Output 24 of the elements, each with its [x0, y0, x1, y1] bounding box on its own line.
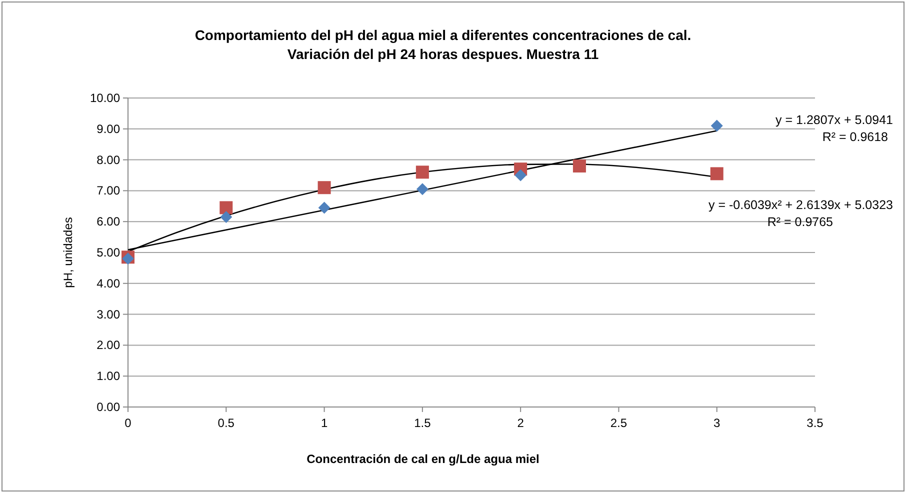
chart-title: Comportamiento del pH del agua miel a diferentes concentraciones de cal. Variación del pH 24 horas despues. Muestra 11: [194, 27, 692, 62]
y-tick-label: 8.00: [96, 152, 120, 167]
x-tick-label: 2.5: [610, 416, 628, 430]
annotation: y = -0.6039x² + 2.6139x + 5.0323 R² = 0.9765: [708, 198, 894, 229]
y-tick-label: 1.00: [96, 369, 120, 384]
x-tick-label: 3.5: [806, 416, 824, 430]
y-tick-label: 2.00: [96, 338, 120, 352]
y-tick-label: 7.00: [96, 184, 120, 198]
y-tick-label: 10.00: [90, 91, 120, 105]
x-tick-label: 1.5: [414, 416, 432, 430]
y-tick-label: 4.00: [96, 276, 120, 290]
annotation: y = 1.2807x + 5.0941 R² = 0.9618: [776, 113, 894, 144]
y-axis-title: pH, unidades: [61, 217, 75, 288]
x-tick-label: 0.5: [218, 416, 235, 430]
y-tick-label: 9.00: [96, 122, 120, 136]
x-tick-label: 0: [124, 416, 132, 430]
x-tick-label: 1: [320, 416, 328, 430]
x-axis-title: Concentración de cal en g/Lde agua miel: [306, 452, 540, 466]
y-tick-label: 0.00: [96, 400, 120, 414]
y-tick-label: 3.00: [96, 307, 120, 322]
x-tick-label: 3: [714, 416, 721, 430]
y-tick-label: 5.00: [96, 246, 120, 260]
y-tick-label: 6.00: [96, 214, 120, 229]
x-tick-label: 2: [517, 416, 524, 430]
